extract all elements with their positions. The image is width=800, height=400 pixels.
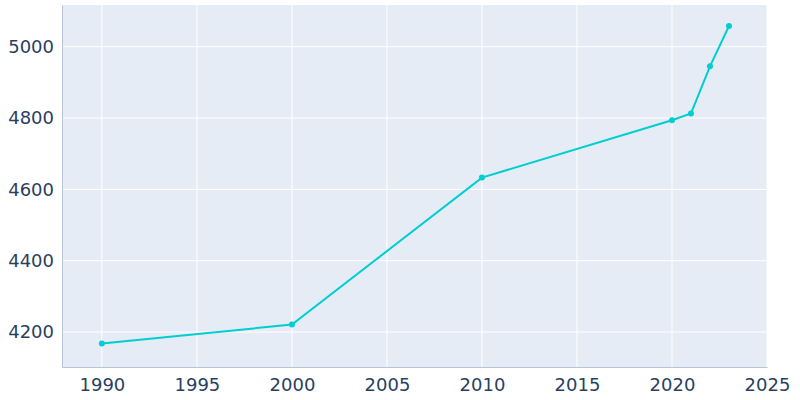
tick: 2015 — [555, 367, 601, 395]
series — [99, 23, 732, 346]
point — [726, 23, 732, 29]
tick-label: 4400 — [8, 250, 54, 271]
tick-label: 2005 — [365, 374, 411, 395]
tick: 5000 — [8, 36, 62, 57]
tick-label: 1995 — [175, 374, 221, 395]
plot: 1990 1995 2000 2005 2010 2015 2020 2025 4200 4400… — [8, 5, 790, 395]
grid — [62, 5, 767, 367]
tick-label: 2025 — [745, 374, 791, 395]
y-grid-line — [62, 118, 767, 119]
chart: 1990 1995 2000 2005 2010 2015 2020 2025 4200 4400… — [0, 0, 800, 400]
point — [99, 340, 105, 346]
tick-label: 2020 — [650, 374, 696, 395]
point — [479, 175, 485, 181]
x-grid-line — [291, 5, 292, 367]
tick: 4200 — [8, 321, 62, 342]
tick-label: 5000 — [8, 36, 54, 57]
tick: 1995 — [175, 367, 221, 395]
tick: 2020 — [650, 367, 696, 395]
point — [669, 117, 675, 123]
tick-label: 2000 — [270, 374, 316, 395]
tick-label: 1990 — [79, 374, 125, 395]
y-grid-line — [62, 189, 767, 190]
tick-label: 2010 — [460, 374, 506, 395]
tick: 2010 — [460, 367, 506, 395]
tick: 2005 — [365, 367, 411, 395]
x-grid-line — [671, 5, 672, 367]
tick: 4800 — [8, 107, 62, 128]
tick-label: 4200 — [8, 321, 54, 342]
x-axis: 1990 1995 2000 2005 2010 2015 2020 2025 — [63, 367, 791, 395]
tick-label: 4600 — [8, 179, 54, 200]
axis-line — [62, 6, 63, 368]
y-grid-line — [62, 46, 767, 47]
tick-label: 4800 — [8, 107, 54, 128]
point — [289, 322, 295, 328]
x-grid-line — [196, 5, 197, 367]
x-grid-line — [101, 5, 102, 367]
y-grid-line — [62, 260, 767, 261]
tick-label: 2015 — [555, 374, 601, 395]
axis-line — [63, 367, 768, 368]
x-grid-line — [386, 5, 387, 367]
x-grid-line — [576, 5, 577, 367]
y-grid-line — [62, 332, 767, 333]
point — [688, 110, 694, 116]
x-grid-line — [481, 5, 482, 367]
tick: 2025 — [745, 367, 791, 395]
tick: 1990 — [79, 367, 125, 395]
tick: 2000 — [270, 367, 316, 395]
point — [707, 63, 713, 69]
tick: 4600 — [8, 179, 62, 200]
y-axis: 4200 4400 4600 4800 5000 — [8, 6, 62, 368]
line — [102, 26, 729, 343]
tick: 4400 — [8, 250, 62, 271]
x-grid-line — [767, 5, 768, 367]
plot-background — [62, 5, 767, 367]
